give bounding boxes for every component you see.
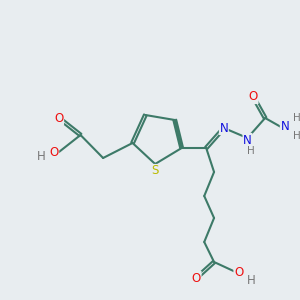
Text: O: O [50, 146, 58, 158]
Text: O: O [192, 272, 201, 284]
Text: O: O [234, 266, 243, 278]
Text: H: H [248, 146, 255, 156]
Text: O: O [249, 91, 258, 103]
Text: N: N [280, 119, 289, 133]
Text: H: H [293, 131, 300, 141]
Text: O: O [54, 112, 64, 124]
Text: H: H [293, 113, 300, 123]
Text: N: N [220, 122, 228, 134]
Text: H: H [37, 151, 46, 164]
Text: H: H [247, 274, 256, 286]
Text: S: S [152, 164, 159, 178]
Text: N: N [243, 134, 252, 146]
